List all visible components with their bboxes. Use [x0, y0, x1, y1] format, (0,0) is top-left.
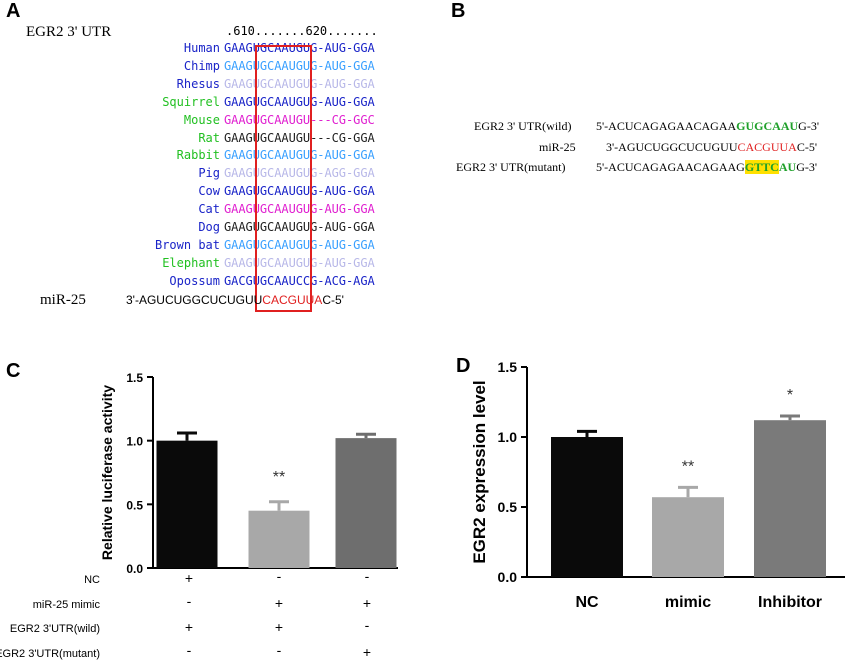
alignment-ruler: .610.......620.......	[226, 24, 378, 38]
species-sequence: GAAGUGCAAUGUG-AUG-GGA	[224, 148, 375, 163]
b-mir-suffix: C-5'	[796, 140, 818, 154]
y-tick-label: 0.5	[498, 499, 518, 515]
mutant-label: EGR2 3' UTR(mutant)	[456, 160, 566, 174]
species-name: Opossum	[169, 273, 220, 288]
bar	[551, 437, 623, 577]
species-name: Squirrel	[162, 94, 220, 109]
species-sequence: GAAGUGCAAUGUG-AUG-GGA	[224, 255, 375, 270]
wild-suffix: G-3'	[798, 119, 819, 133]
b-mir-label: miR-25	[539, 140, 576, 154]
species-name: Mouse	[183, 112, 220, 127]
condition-mark: -	[277, 642, 282, 658]
condition-mark: +	[185, 570, 193, 586]
mut-site-rest: AU	[778, 160, 797, 174]
y-tick-label: 0.5	[126, 498, 143, 512]
mir-suffix: C-5'	[322, 293, 344, 307]
wild-prefix: 5'-ACUCAGAGAACAGAA	[596, 119, 737, 133]
condition-mark: -	[365, 568, 370, 584]
species-sequence: GAAGUGCAAUGUG-AUG-GGA	[224, 41, 375, 55]
y-tick-label: 1.5	[126, 371, 143, 385]
significance-mark: **	[682, 458, 694, 475]
species-name: Brown bat	[154, 237, 220, 252]
y-tick-label: 0.0	[498, 569, 518, 585]
x-tick-label: mimic	[665, 594, 711, 611]
species-name: Elephant	[162, 255, 220, 270]
species-name: Rabbit	[176, 148, 220, 163]
alignment-mir-sequence: 3'-AGUCUGGCUCUGUUCACGUUAC-5'	[126, 293, 344, 307]
condition-label: EGR2 3'UTR(mutant)	[0, 648, 100, 660]
seed-highlight-box	[255, 45, 312, 312]
mut-prefix: 5'-ACUCAGAGAACAGAAG	[596, 160, 745, 174]
species-sequence: GAAGUGCAAUGUG-AUG-GGA	[224, 202, 375, 217]
species-name: Cat	[198, 202, 220, 217]
species-name: Chimp	[183, 58, 220, 73]
y-axis-label: EGR2 expression level	[470, 380, 489, 563]
condition-label: NC	[84, 574, 100, 586]
condition-mark: +	[363, 595, 371, 611]
alignment-title: EGR2 3' UTR	[26, 24, 112, 40]
wild-site: GUGCAAU	[736, 119, 799, 133]
species-sequence: GAAGUGCAAUGUG-AGG-GGA	[224, 166, 375, 181]
condition-mark: -	[187, 642, 192, 658]
condition-label: miR-25 mimic	[33, 599, 101, 611]
species-sequence: GAAGUGCAAUGU---CG-GGC	[224, 112, 375, 127]
species-sequence: GACGUGCAAUCCG-ACG-AGA	[224, 273, 375, 288]
condition-label: EGR2 3'UTR(wild)	[10, 623, 100, 635]
species-sequence: GAAGUGCAAUGUG-AUG-GGA	[224, 58, 375, 73]
wild-label: EGR2 3' UTR(wild)	[474, 119, 572, 133]
mir-seed: CACGUUA	[262, 293, 323, 307]
species-name: Cow	[198, 184, 220, 199]
condition-mark: -	[365, 617, 370, 633]
panel-label-d: D	[456, 355, 471, 377]
species-sequence: GAAGUGCAAUGUG-AUG-GGA	[224, 237, 375, 252]
condition-mark: -	[277, 568, 282, 584]
x-tick-label: Inhibitor	[758, 594, 822, 611]
bar	[652, 497, 724, 577]
species-name: Pig	[198, 166, 220, 181]
species-name: Rat	[198, 130, 220, 145]
bar	[754, 420, 826, 577]
mut-changed: GTTC	[744, 160, 779, 174]
panel-label-a: A	[6, 0, 21, 22]
condition-mark: +	[363, 644, 371, 660]
panel-label-c: C	[6, 360, 21, 382]
condition-mark: -	[187, 593, 192, 609]
b-mir-seed: CACGUUA	[737, 140, 797, 154]
species-name: Rhesus	[176, 76, 220, 91]
panel-label-b: B	[451, 0, 466, 22]
b-mir-sequence: 3'-AGUCUGGCUCUGUUCACGUUAC-5'	[606, 140, 817, 155]
y-tick-label: 1.0	[126, 435, 143, 449]
chart-d: 0.0 0.5 1.0 1.5 EGR2 expression level NC ** mim…	[470, 359, 845, 611]
species-name: Dog	[198, 220, 220, 234]
y-tick-label: 0.0	[126, 562, 143, 576]
y-tick-label: 1.0	[498, 429, 518, 445]
bar	[335, 438, 397, 568]
condition-mark: +	[275, 595, 283, 611]
condition-mark: +	[275, 619, 283, 635]
species-sequence: GAAGUGCAAUGUG-AUG-GGA	[224, 184, 375, 199]
species-sequence: GAAGUGCAAUGUG-AUG-GGA	[224, 76, 375, 91]
x-tick-label: NC	[575, 594, 599, 611]
y-axis-label: Relative luciferase activity	[99, 385, 115, 560]
b-mir-prefix: 3'-AGUCUGGCUCUGUU	[606, 140, 738, 154]
bar	[248, 510, 310, 568]
species-sequence: GAAGUGCAAUGUG-AUG-GGA	[224, 94, 375, 109]
mutant-sequence: 5'-ACUCAGAGAACAGAAGGTTCAUG-3'	[596, 160, 817, 175]
mir-prefix: 3'-AGUCUGGCUCUGUU	[126, 293, 263, 307]
bar	[156, 440, 218, 568]
alignment-table: Human GAAGUGCAAUGUG-AUG-GGA Chimp GAAGUGCAA…	[120, 41, 450, 291]
alignment-mir-label: miR-25	[40, 292, 86, 308]
species-sequence: GAAGUGCAAUGUG-AUG-GGA	[224, 220, 375, 234]
species-sequence: GAAGUGCAAUGU---CG-GGA	[224, 130, 375, 145]
species-name: Human	[183, 41, 220, 55]
significance-mark: **	[273, 469, 285, 486]
y-tick-label: 1.5	[498, 359, 518, 375]
mut-suffix: G-3'	[796, 160, 818, 174]
wild-sequence: 5'-ACUCAGAGAACAGAAGUGCAAUG-3'	[596, 119, 819, 134]
chart-c: 0.0 0.5 1.0 1.5 Relative luciferase activity…	[0, 371, 398, 660]
significance-mark: *	[787, 387, 793, 404]
condition-mark: +	[185, 619, 193, 635]
